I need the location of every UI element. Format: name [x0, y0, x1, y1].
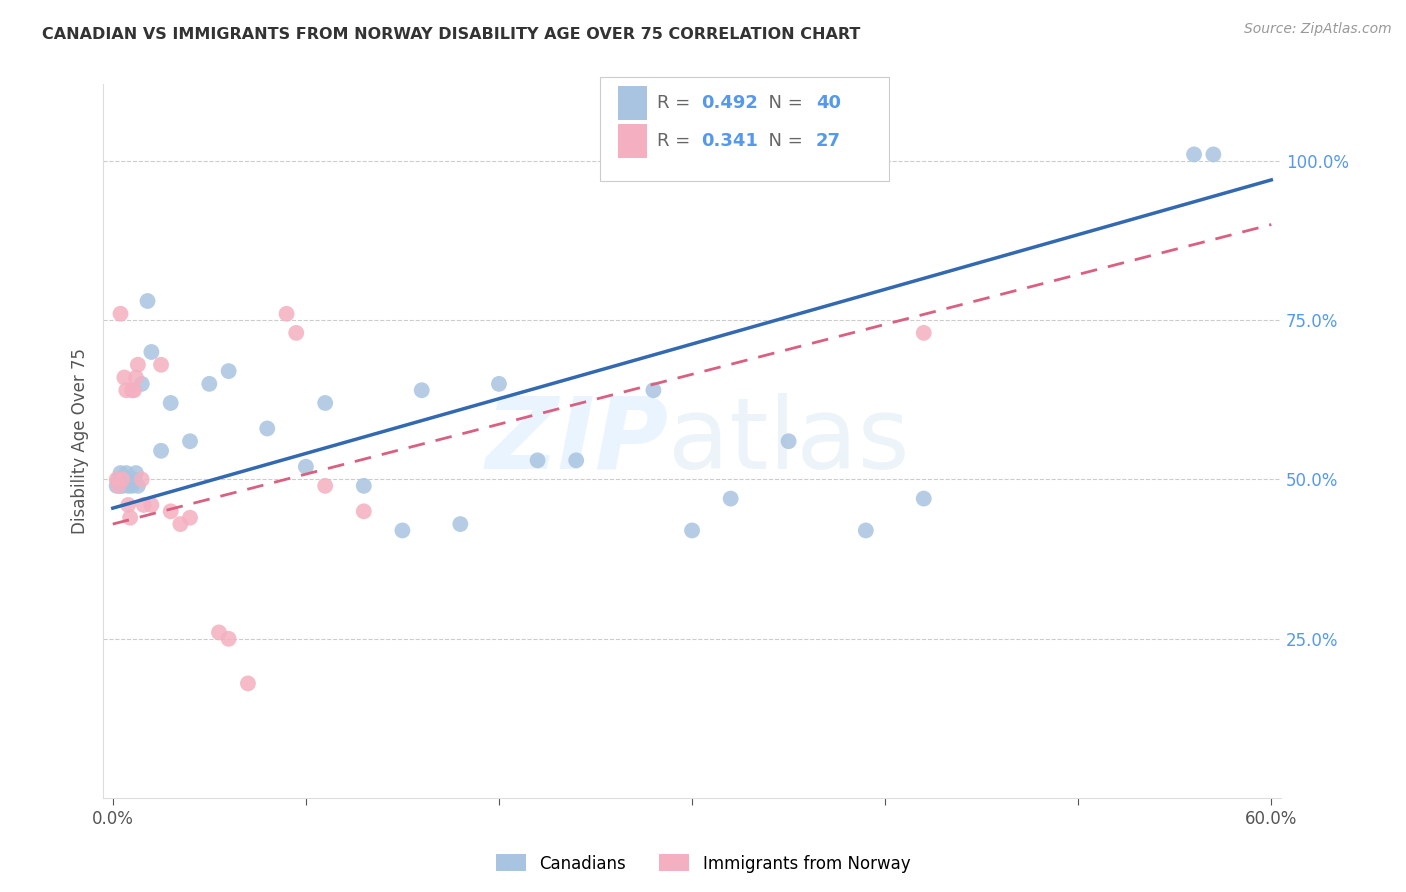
Text: 27: 27: [815, 132, 841, 150]
Point: [112, 370, 135, 384]
Y-axis label: Disability Age Over 75: Disability Age Over 75: [72, 348, 89, 534]
Point: [107, 479, 129, 493]
Point: [112, 473, 135, 487]
Text: ZIP: ZIP: [485, 392, 668, 490]
FancyBboxPatch shape: [617, 124, 647, 158]
Text: 40: 40: [815, 94, 841, 112]
Point: [111, 473, 134, 487]
Point: [488, 376, 510, 391]
Point: [111, 473, 134, 487]
Text: CANADIAN VS IMMIGRANTS FROM NORWAY DISABILITY AGE OVER 75 CORRELATION CHART: CANADIAN VS IMMIGRANTS FROM NORWAY DISAB…: [42, 27, 860, 42]
Point: [526, 453, 548, 467]
Point: [449, 517, 471, 532]
Point: [105, 473, 128, 487]
Point: [105, 479, 128, 493]
Text: N =: N =: [756, 94, 808, 112]
Point: [127, 479, 149, 493]
Point: [110, 307, 132, 321]
Point: [720, 491, 742, 506]
Point: [643, 383, 665, 397]
FancyBboxPatch shape: [617, 86, 647, 120]
Point: [115, 383, 138, 397]
Point: [111, 479, 134, 493]
Point: [179, 510, 201, 524]
Point: [122, 383, 145, 397]
Point: [198, 376, 221, 391]
Point: [110, 479, 132, 493]
Point: [132, 498, 155, 512]
Point: [159, 396, 181, 410]
Point: [127, 358, 149, 372]
Point: [131, 376, 153, 391]
Point: [912, 491, 935, 506]
Text: 0.341: 0.341: [702, 132, 758, 150]
Point: [681, 524, 703, 538]
Point: [141, 498, 163, 512]
Point: [121, 479, 143, 493]
Point: [150, 358, 173, 372]
Text: N =: N =: [756, 132, 808, 150]
Point: [179, 434, 201, 449]
Point: [391, 524, 413, 538]
Point: [150, 443, 173, 458]
Point: [120, 510, 142, 524]
FancyBboxPatch shape: [600, 78, 889, 181]
Text: 0.492: 0.492: [702, 94, 758, 112]
Text: Source: ZipAtlas.com: Source: ZipAtlas.com: [1244, 22, 1392, 37]
Point: [169, 517, 191, 532]
Text: R =: R =: [657, 132, 696, 150]
Point: [276, 307, 298, 321]
Point: [110, 466, 132, 480]
Point: [314, 396, 336, 410]
Point: [1202, 147, 1225, 161]
Point: [855, 524, 877, 538]
Point: [314, 479, 336, 493]
Point: [159, 504, 181, 518]
Text: atlas: atlas: [668, 392, 910, 490]
Point: [208, 625, 231, 640]
Point: [353, 504, 375, 518]
Point: [120, 473, 142, 487]
Point: [117, 479, 139, 493]
Point: [107, 473, 129, 487]
Point: [141, 345, 163, 359]
Point: [125, 370, 148, 384]
Text: R =: R =: [657, 94, 696, 112]
Point: [411, 383, 433, 397]
Point: [136, 293, 159, 308]
Point: [285, 326, 308, 340]
Point: [122, 473, 145, 487]
Point: [565, 453, 588, 467]
Point: [912, 326, 935, 340]
Point: [236, 676, 259, 690]
Point: [218, 364, 240, 378]
Point: [295, 459, 318, 474]
Point: [117, 498, 139, 512]
Point: [131, 473, 153, 487]
Point: [353, 479, 375, 493]
Point: [218, 632, 240, 646]
Point: [256, 421, 278, 435]
Point: [125, 466, 148, 480]
Point: [115, 466, 138, 480]
Point: [778, 434, 800, 449]
Legend: Canadians, Immigrants from Norway: Canadians, Immigrants from Norway: [489, 847, 917, 880]
Point: [1182, 147, 1205, 161]
Point: [121, 383, 143, 397]
